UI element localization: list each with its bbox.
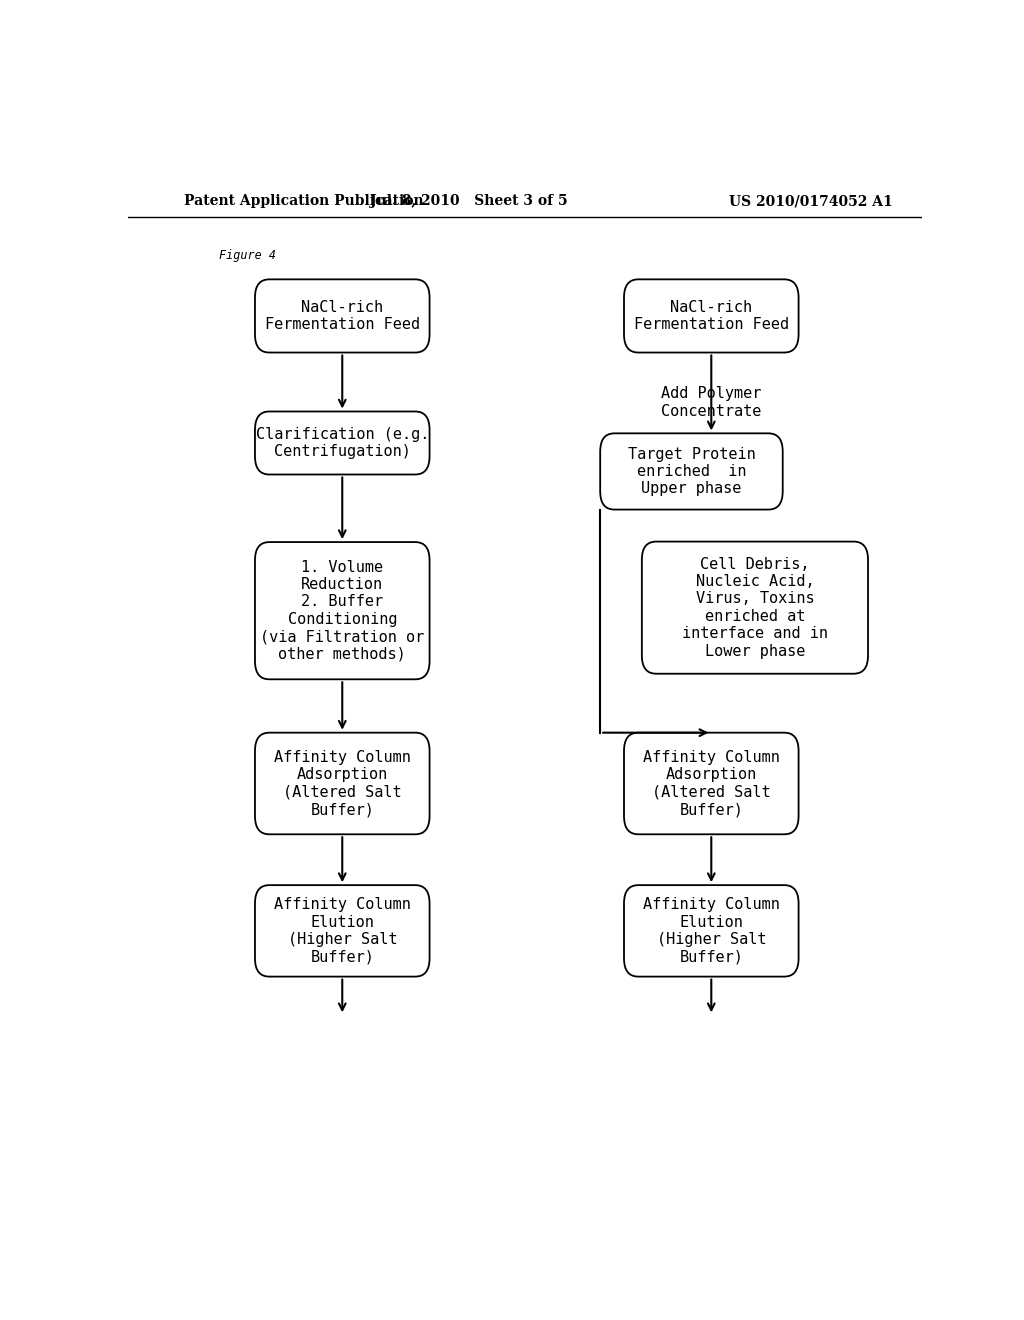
FancyBboxPatch shape (600, 433, 782, 510)
FancyBboxPatch shape (255, 886, 430, 977)
FancyBboxPatch shape (624, 886, 799, 977)
FancyBboxPatch shape (255, 733, 430, 834)
Text: Affinity Column
Adsorption
(Altered Salt
Buffer): Affinity Column Adsorption (Altered Salt… (643, 750, 779, 817)
FancyBboxPatch shape (624, 733, 799, 834)
Text: NaCl-rich
Fermentation Feed: NaCl-rich Fermentation Feed (634, 300, 788, 333)
Text: Affinity Column
Elution
(Higher Salt
Buffer): Affinity Column Elution (Higher Salt Buf… (273, 898, 411, 965)
Text: Target Protein
enriched  in
Upper phase: Target Protein enriched in Upper phase (628, 446, 756, 496)
Text: 1. Volume
Reduction
2. Buffer
Conditioning
(via Filtration or
other methods): 1. Volume Reduction 2. Buffer Conditioni… (260, 560, 424, 661)
Text: Affinity Column
Adsorption
(Altered Salt
Buffer): Affinity Column Adsorption (Altered Salt… (273, 750, 411, 817)
Text: Jul. 8, 2010   Sheet 3 of 5: Jul. 8, 2010 Sheet 3 of 5 (371, 194, 568, 209)
Text: US 2010/0174052 A1: US 2010/0174052 A1 (729, 194, 892, 209)
Text: NaCl-rich
Fermentation Feed: NaCl-rich Fermentation Feed (265, 300, 420, 333)
FancyBboxPatch shape (255, 412, 430, 474)
Text: Cell Debris,
Nucleic Acid,
Virus, Toxins
enriched at
interface and in
Lower phas: Cell Debris, Nucleic Acid, Virus, Toxins… (682, 557, 828, 659)
Text: Affinity Column
Elution
(Higher Salt
Buffer): Affinity Column Elution (Higher Salt Buf… (643, 898, 779, 965)
FancyBboxPatch shape (255, 280, 430, 352)
FancyBboxPatch shape (624, 280, 799, 352)
Text: Figure 4: Figure 4 (219, 249, 276, 263)
Text: Clarification (e.g.
Centrifugation): Clarification (e.g. Centrifugation) (256, 426, 429, 459)
FancyBboxPatch shape (255, 543, 430, 680)
FancyBboxPatch shape (642, 541, 868, 673)
Text: Add Polymer
Concentrate: Add Polymer Concentrate (662, 387, 762, 418)
Text: Patent Application Publication: Patent Application Publication (183, 194, 423, 209)
